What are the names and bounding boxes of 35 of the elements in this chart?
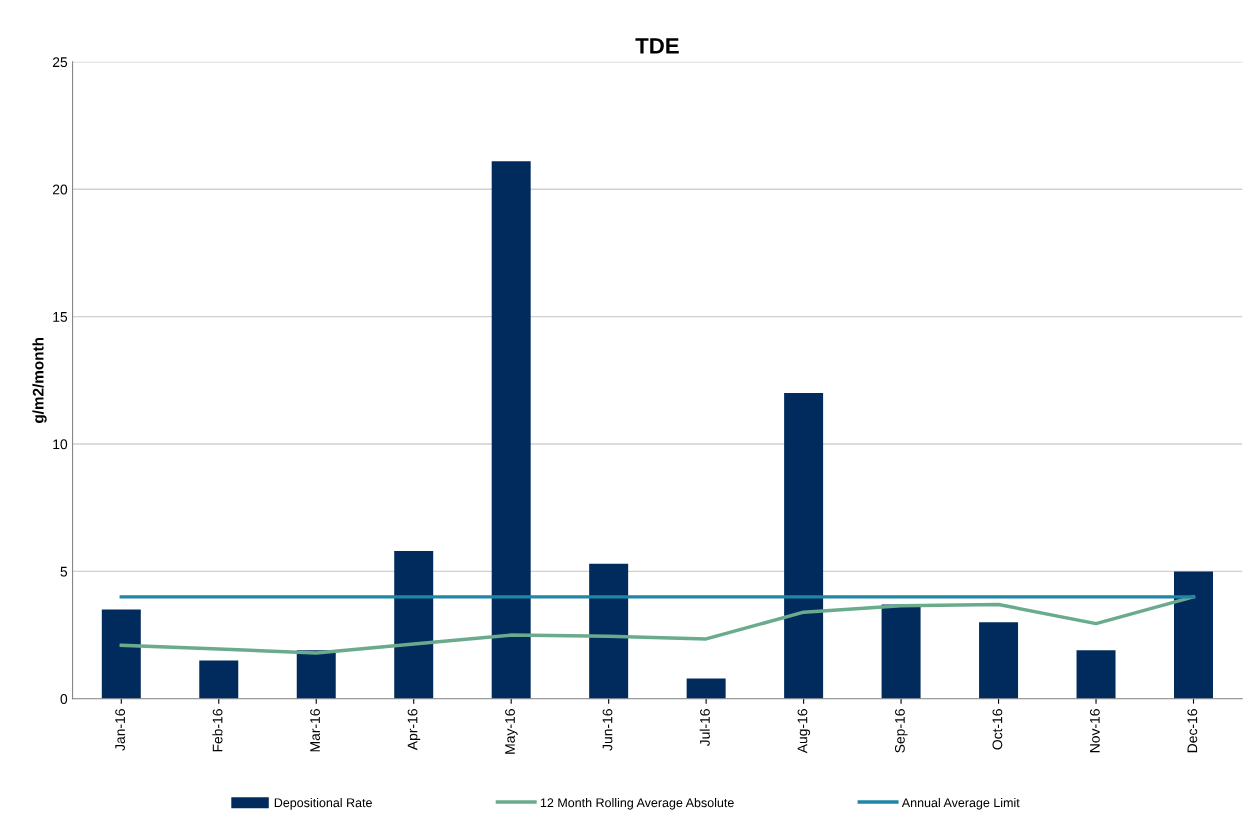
x-tick-label: May-16 (505, 709, 518, 754)
x-tick-label: Aug-16 (797, 709, 811, 754)
y-tick-label: 0 (60, 694, 68, 704)
bar (1076, 650, 1116, 699)
x-tick-label: Apr-16 (407, 709, 421, 751)
legend-label: Depositional Rate (274, 797, 372, 810)
y-axis-title: g/m2/month (32, 337, 47, 423)
x-tick-label: Feb-16 (212, 709, 223, 752)
bar (784, 393, 824, 699)
bar (979, 622, 1019, 699)
bar (1174, 571, 1213, 699)
bar (199, 660, 239, 699)
x-tick-label: Jan-16 (115, 709, 126, 751)
bar (394, 551, 434, 699)
x-tick-label: Sep-16 (894, 709, 908, 753)
y-tick-label: 20 (52, 184, 68, 195)
bar (881, 604, 921, 699)
x-tick-label: Nov-16 (1089, 709, 1100, 753)
y-tick-label: 10 (53, 439, 68, 450)
y-tick-label: 25 (52, 57, 68, 68)
legend-label: Annual Average Limit (901, 797, 1020, 810)
legend-label: 12 Month Rolling Average Absolute (540, 797, 734, 810)
chart-title: TDE (635, 38, 679, 54)
bar (101, 609, 141, 699)
x-tick-label: Oct-16 (992, 709, 1003, 750)
x-tick-label: Dec-16 (1187, 709, 1198, 753)
bar (686, 678, 726, 699)
y-tick-label: 15 (53, 312, 68, 322)
x-tick-label: Jul-16 (699, 709, 710, 747)
bar (491, 161, 531, 699)
x-tick-label: Jun-16 (602, 709, 613, 751)
y-tick-label: 5 (60, 566, 68, 577)
bar (296, 650, 336, 699)
x-tick-label: Mar-16 (310, 709, 320, 752)
bar (589, 563, 629, 699)
